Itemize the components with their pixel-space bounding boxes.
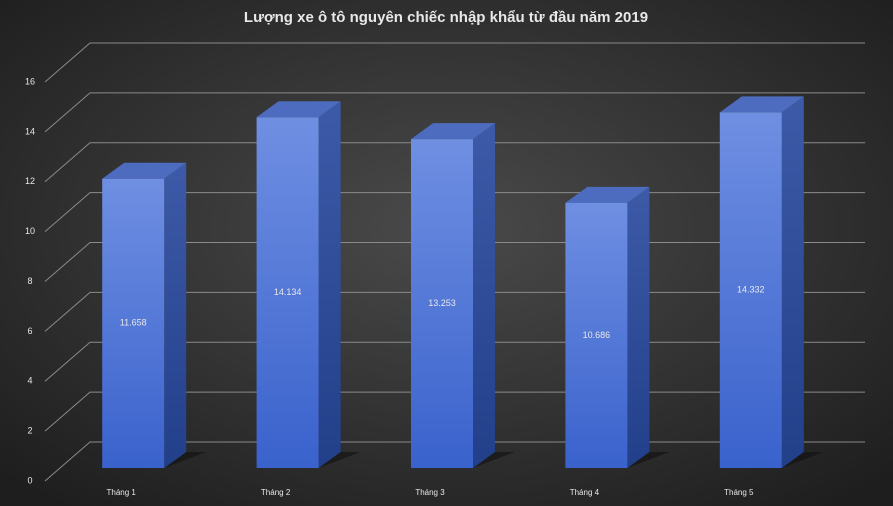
bar-top [565,186,650,203]
x-tick-label: Tháng 4 [570,488,600,497]
bar-side [781,96,804,468]
y-tick-label: 10 [25,226,35,236]
bar-top [411,123,495,140]
x-tick-label: Tháng 3 [415,488,445,497]
grid-line [44,92,865,133]
bar-top [256,101,341,118]
bar [256,117,319,469]
value-label: 13.253 [428,298,456,308]
bar-top [102,162,187,179]
bar [719,112,782,468]
value-label: 14.332 [737,285,765,295]
y-tick-label: 2 [27,426,32,436]
bar [411,139,473,468]
y-tick-label: 12 [25,176,35,186]
bar-side [627,186,650,468]
bar-side [318,101,341,469]
x-tick-label: Tháng 2 [261,488,291,497]
value-label: 11.658 [120,318,147,328]
grid-line [44,142,865,183]
bar [102,178,165,468]
y-tick-label: 6 [27,326,32,336]
grid-line [44,42,865,83]
y-tick-label: 8 [27,276,32,286]
x-tick-label: Tháng 5 [724,488,754,497]
bar-side [473,123,495,468]
chart-title: Lượng xe ô tô nguyên chiếc nhập khẩu từ … [244,9,648,26]
y-tick-label: 14 [25,126,35,136]
value-label: 10.686 [583,330,611,340]
y-tick-label: 4 [27,376,32,386]
value-label: 14.134 [274,287,302,297]
y-tick-label: 0 [27,475,32,485]
bar-side [164,162,187,468]
bar-top [719,96,804,113]
bar [565,202,628,468]
y-tick-label: 16 [25,76,35,86]
x-tick-label: Tháng 1 [107,488,137,497]
